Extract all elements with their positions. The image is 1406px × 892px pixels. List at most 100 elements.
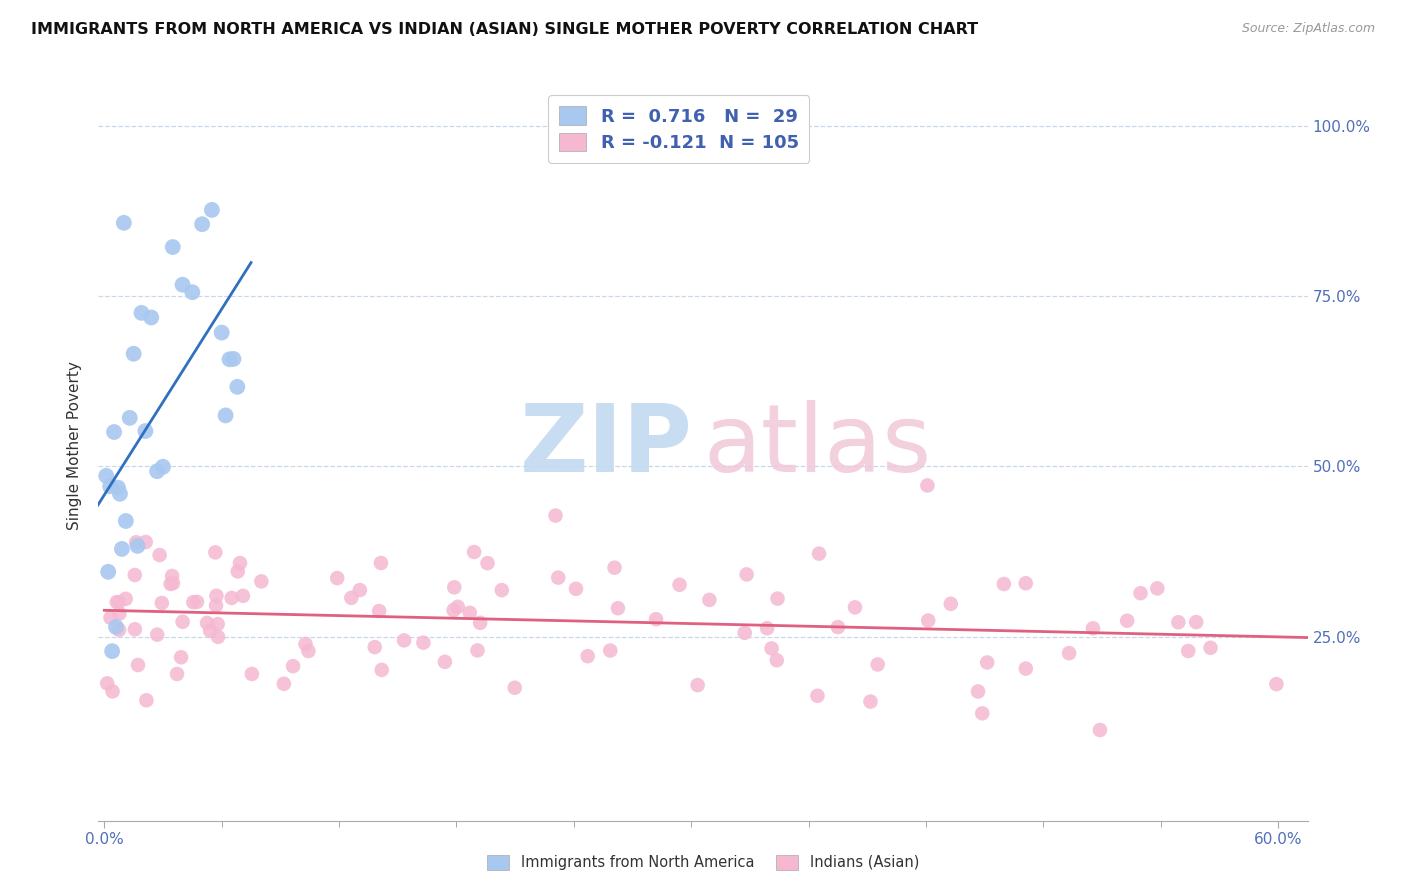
Point bbox=[162, 576, 184, 591]
Point bbox=[1146, 582, 1168, 596]
Legend: Immigrants from North America, Indians (Asian): Immigrants from North America, Indians (… bbox=[481, 848, 925, 876]
Point bbox=[186, 595, 208, 609]
Point bbox=[250, 574, 273, 589]
Point bbox=[463, 545, 485, 559]
Point bbox=[229, 556, 252, 570]
Point bbox=[101, 684, 124, 698]
Point bbox=[214, 409, 236, 423]
Point bbox=[108, 623, 131, 637]
Point bbox=[172, 277, 194, 292]
Point bbox=[993, 577, 1015, 591]
Point bbox=[105, 595, 128, 609]
Point bbox=[112, 216, 135, 230]
Point bbox=[122, 347, 145, 361]
Point bbox=[734, 625, 756, 640]
Point bbox=[645, 612, 668, 626]
Point bbox=[195, 615, 218, 630]
Point bbox=[114, 591, 136, 606]
Point bbox=[232, 589, 254, 603]
Point bbox=[668, 578, 690, 592]
Point bbox=[108, 607, 131, 621]
Point bbox=[204, 545, 226, 559]
Point bbox=[939, 597, 962, 611]
Point bbox=[96, 468, 118, 483]
Point bbox=[114, 514, 136, 528]
Point bbox=[1116, 614, 1139, 628]
Point bbox=[1057, 646, 1080, 660]
Point bbox=[226, 380, 249, 394]
Point bbox=[135, 535, 157, 549]
Point bbox=[340, 591, 363, 605]
Point bbox=[170, 650, 193, 665]
Point bbox=[491, 583, 513, 598]
Point bbox=[756, 621, 779, 635]
Point bbox=[135, 693, 157, 707]
Point bbox=[222, 351, 245, 366]
Point bbox=[603, 560, 626, 574]
Point bbox=[1088, 723, 1111, 737]
Point bbox=[127, 539, 149, 553]
Point bbox=[686, 678, 709, 692]
Point bbox=[468, 615, 491, 630]
Point bbox=[917, 478, 939, 492]
Point bbox=[765, 653, 787, 667]
Point bbox=[547, 571, 569, 585]
Point bbox=[134, 424, 156, 438]
Point bbox=[141, 310, 163, 325]
Point bbox=[159, 577, 181, 591]
Point bbox=[221, 591, 243, 605]
Point bbox=[599, 643, 621, 657]
Point bbox=[124, 568, 146, 582]
Point bbox=[1185, 615, 1208, 629]
Point bbox=[146, 464, 169, 478]
Point bbox=[976, 656, 998, 670]
Point bbox=[1081, 621, 1104, 635]
Point bbox=[124, 622, 146, 636]
Point bbox=[458, 606, 481, 620]
Point bbox=[111, 541, 134, 556]
Point bbox=[806, 689, 828, 703]
Text: atlas: atlas bbox=[704, 400, 932, 492]
Point bbox=[368, 604, 391, 618]
Point bbox=[160, 569, 183, 583]
Point bbox=[326, 571, 349, 585]
Point bbox=[125, 535, 148, 549]
Point bbox=[181, 285, 204, 300]
Point bbox=[972, 706, 994, 721]
Point bbox=[97, 565, 120, 579]
Point bbox=[808, 547, 831, 561]
Point bbox=[100, 611, 122, 625]
Point bbox=[118, 410, 141, 425]
Point bbox=[103, 425, 125, 439]
Point bbox=[226, 565, 249, 579]
Point bbox=[191, 217, 214, 231]
Point bbox=[467, 643, 489, 657]
Point bbox=[433, 655, 456, 669]
Point bbox=[152, 459, 174, 474]
Legend: R =  0.716   N =  29, R = -0.121  N = 105: R = 0.716 N = 29, R = -0.121 N = 105 bbox=[548, 95, 810, 163]
Point bbox=[297, 644, 319, 658]
Point bbox=[349, 583, 371, 598]
Point bbox=[172, 615, 194, 629]
Point bbox=[218, 352, 240, 367]
Point bbox=[98, 479, 121, 493]
Point bbox=[1177, 644, 1199, 658]
Point bbox=[1199, 640, 1222, 655]
Point bbox=[844, 600, 866, 615]
Text: Source: ZipAtlas.com: Source: ZipAtlas.com bbox=[1241, 22, 1375, 36]
Point bbox=[181, 595, 204, 609]
Point bbox=[443, 603, 465, 617]
Y-axis label: Single Mother Poverty: Single Mother Poverty bbox=[67, 361, 83, 531]
Point bbox=[699, 593, 721, 607]
Point bbox=[364, 640, 387, 654]
Point bbox=[146, 628, 169, 642]
Point bbox=[166, 667, 188, 681]
Point bbox=[211, 326, 233, 340]
Point bbox=[576, 649, 599, 664]
Point bbox=[544, 508, 567, 523]
Point bbox=[503, 681, 526, 695]
Point bbox=[105, 620, 128, 634]
Point bbox=[207, 617, 229, 632]
Point bbox=[273, 677, 295, 691]
Point bbox=[205, 599, 228, 613]
